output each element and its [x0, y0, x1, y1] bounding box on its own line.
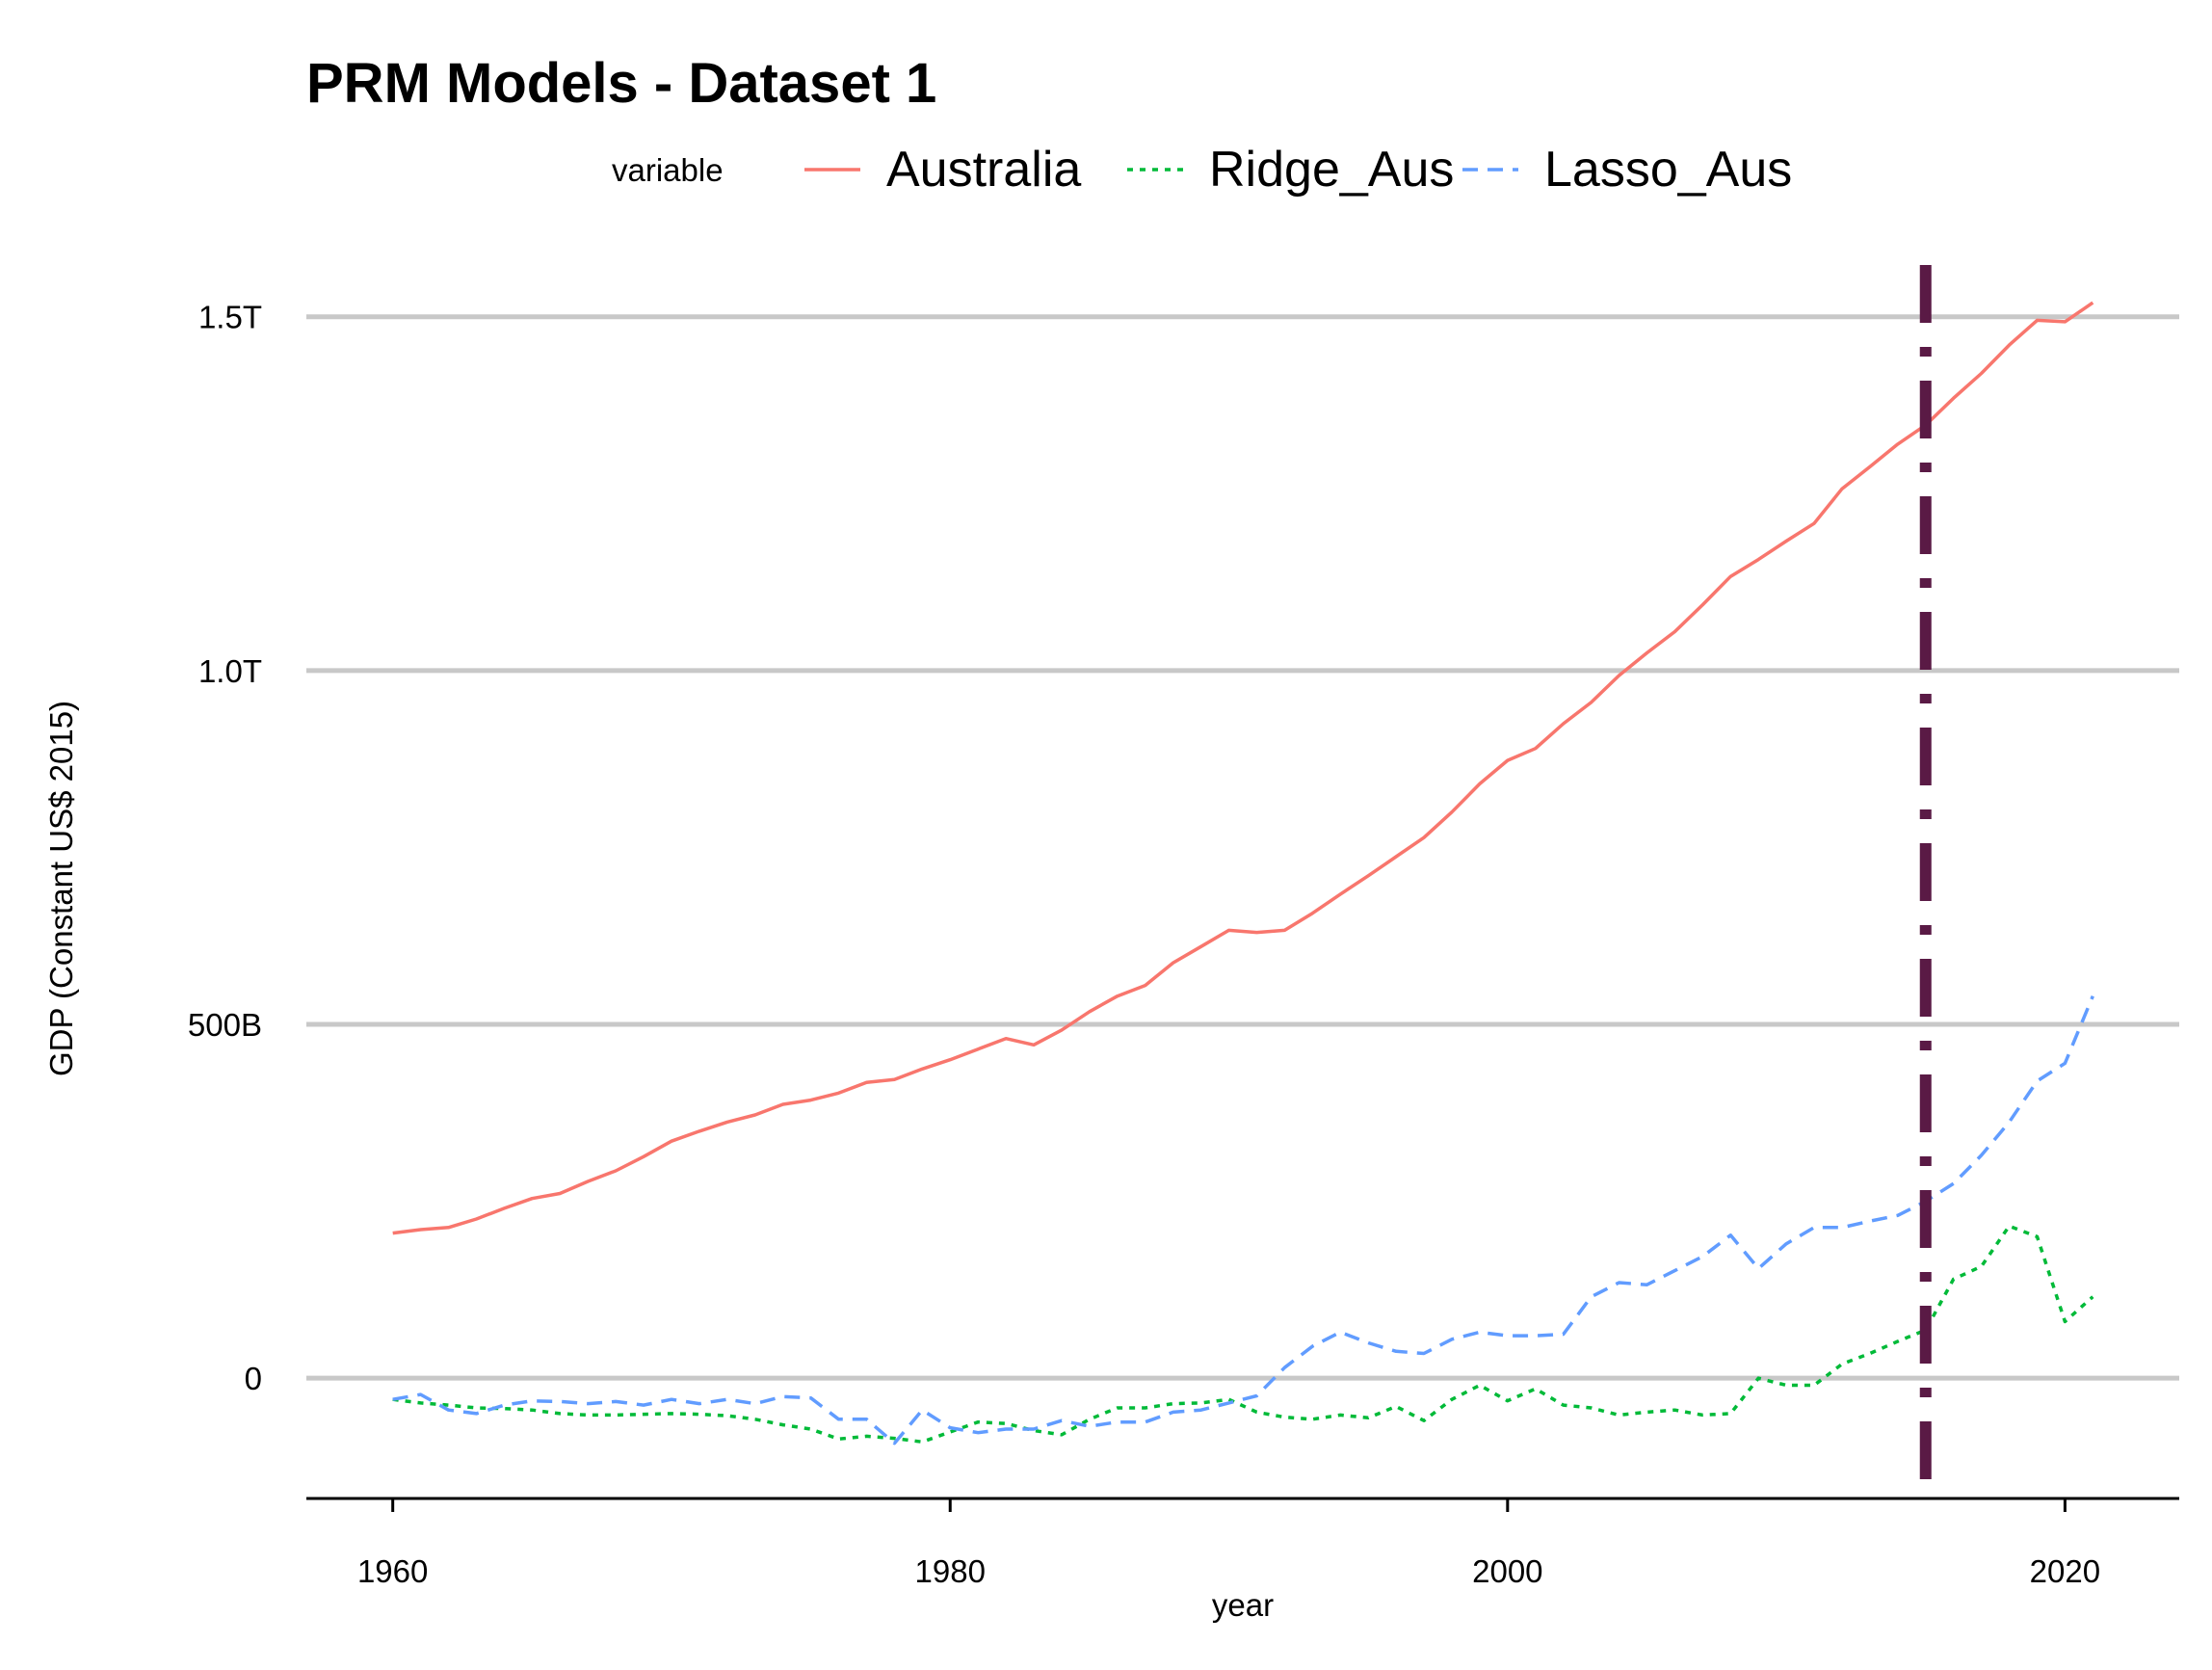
- chart-title: PRM Models - Dataset 1: [306, 52, 936, 115]
- y-tick-label: 1.0T: [198, 653, 262, 689]
- series-layer: [392, 301, 2094, 1445]
- chart-legend: variable Australia Ridge_Aus Lasso_Aus: [612, 142, 1792, 198]
- y-tick-label: 1.5T: [198, 300, 262, 335]
- gridlines: [306, 314, 2179, 1381]
- legend-label: Ridge_Aus: [1209, 142, 1454, 198]
- x-tick-label: 2000: [1472, 1553, 1542, 1589]
- y-axis-title: GDP (Constant US$ 2015): [43, 701, 79, 1076]
- x-tick-label: 1980: [915, 1553, 986, 1589]
- x-tick-label: 1960: [357, 1553, 428, 1589]
- series-line-ridge-aus: [392, 1224, 2094, 1445]
- y-tick-label: 0: [245, 1361, 262, 1396]
- series-line-lasso-aus: [392, 995, 2094, 1445]
- y-tick-label: 500B: [188, 1007, 262, 1043]
- y-axis: 0 500B 1.0T 1.5T: [188, 300, 262, 1396]
- legend-label: Australia: [886, 142, 1081, 198]
- legend-label: Lasso_Aus: [1544, 142, 1792, 198]
- legend-title: variable: [612, 152, 724, 188]
- series-line-australia: [392, 301, 2094, 1235]
- x-axis: 1960 1980 2000 2020: [306, 1497, 2179, 1589]
- x-tick-label: 2020: [2030, 1553, 2100, 1589]
- x-axis-title: year: [1212, 1587, 1274, 1623]
